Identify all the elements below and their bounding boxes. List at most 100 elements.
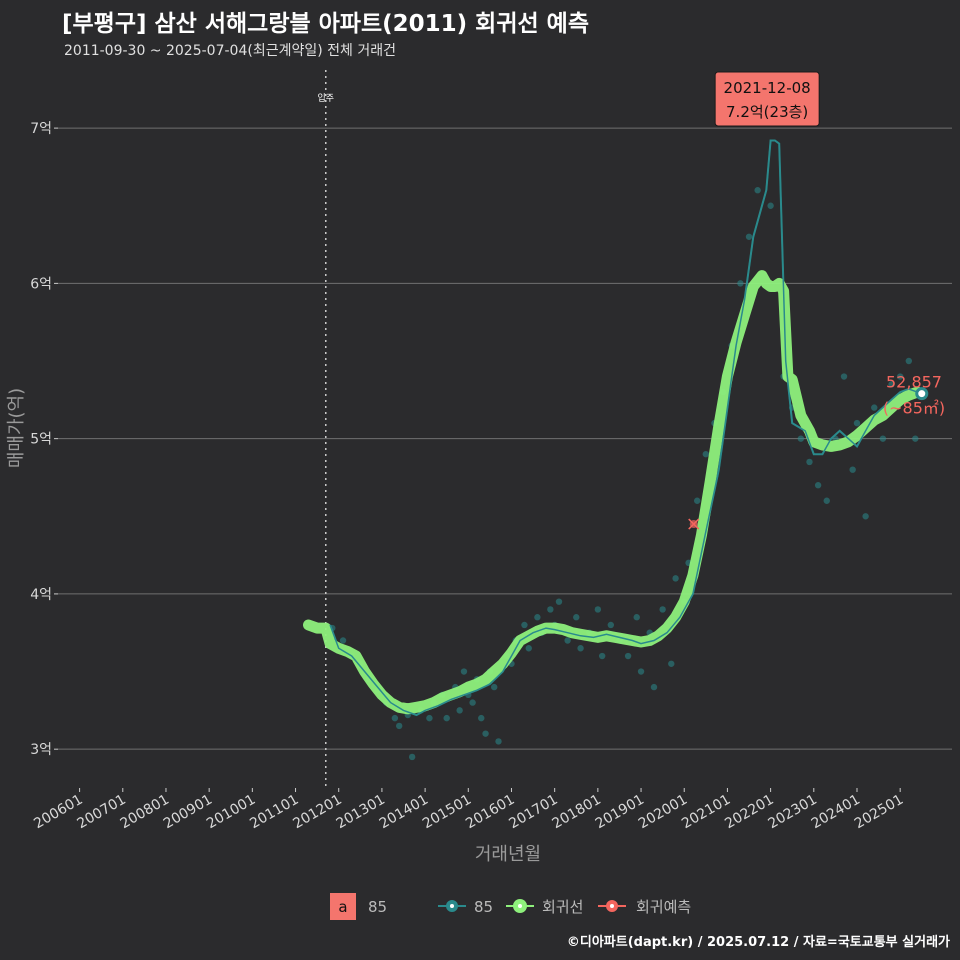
transaction-point bbox=[767, 202, 774, 209]
transaction-point bbox=[659, 606, 666, 613]
prediction-point bbox=[688, 518, 700, 530]
transaction-point bbox=[469, 699, 476, 706]
legend-box-label: 85 bbox=[368, 898, 387, 916]
move-in-label: 입주 bbox=[317, 92, 334, 104]
legend-prediction-dot-center bbox=[610, 904, 614, 908]
transaction-point bbox=[754, 187, 761, 194]
x-tick-label: 201901 bbox=[593, 792, 647, 833]
max-annotation-box bbox=[714, 71, 820, 127]
transaction-point bbox=[849, 466, 856, 473]
x-tick-label: 202001 bbox=[636, 792, 690, 833]
transaction-point bbox=[888, 381, 895, 388]
transaction-point bbox=[495, 738, 502, 745]
legend: a 85 85 회귀선 회귀예측 bbox=[330, 893, 691, 920]
transaction-point bbox=[853, 419, 861, 427]
x-tick-label: 201201 bbox=[290, 792, 344, 833]
series-line-85-overlay bbox=[329, 139, 923, 716]
x-tick-label: 201301 bbox=[334, 792, 388, 833]
last-area-label: (~85㎡) bbox=[883, 399, 945, 418]
x-tick-label: 202201 bbox=[722, 792, 776, 833]
x-tick-label: 202501 bbox=[852, 792, 906, 833]
y-tick-label: 3억 bbox=[30, 742, 52, 758]
x-tick-label: 201601 bbox=[463, 792, 517, 833]
transaction-point bbox=[823, 497, 830, 504]
transaction-point bbox=[702, 450, 710, 458]
transaction-point bbox=[525, 645, 532, 652]
legend-prediction-label: 회귀예측 bbox=[636, 898, 691, 916]
last-price-label: 52,857 bbox=[886, 373, 942, 392]
x-tick-label: 200901 bbox=[161, 792, 215, 833]
transaction-point bbox=[896, 373, 904, 380]
transaction-point bbox=[478, 714, 485, 722]
transaction-point bbox=[672, 575, 679, 582]
series-line-regression bbox=[303, 270, 923, 715]
transaction-point bbox=[426, 714, 433, 722]
grid-lines bbox=[58, 127, 952, 750]
max-annotation-date: 2021-12-08 bbox=[724, 79, 811, 97]
transaction-point bbox=[491, 683, 498, 691]
transaction-point bbox=[460, 668, 468, 675]
last-point bbox=[915, 387, 929, 401]
transaction-point bbox=[912, 435, 919, 442]
x-tick-label: 201401 bbox=[377, 792, 431, 833]
x-tick-label: 201701 bbox=[506, 792, 560, 833]
transaction-point bbox=[862, 513, 869, 520]
y-tick-label: 4억 bbox=[30, 587, 52, 603]
transaction-point bbox=[521, 621, 528, 629]
transaction-point bbox=[547, 606, 554, 613]
transaction-point bbox=[668, 660, 675, 667]
y-tick-label: 6억 bbox=[30, 276, 52, 292]
transaction-point bbox=[577, 645, 584, 652]
transaction-point bbox=[408, 753, 416, 761]
max-annotation-price: 7.2억(23층) bbox=[726, 103, 808, 121]
x-tick-label: 202401 bbox=[809, 792, 863, 833]
legend-line-85-label: 85 bbox=[474, 898, 493, 916]
transaction-point bbox=[814, 482, 822, 489]
transaction-point bbox=[840, 373, 848, 380]
x-tick-label: 200701 bbox=[74, 792, 128, 833]
transaction-point bbox=[905, 357, 913, 365]
y-tick-label: 7억 bbox=[30, 121, 52, 137]
transaction-point bbox=[806, 458, 813, 466]
page-subtitle: 2011-09-30 ~ 2025-07-04(최근계약일) 전체 거래건 bbox=[64, 43, 396, 59]
transaction-point bbox=[879, 435, 887, 442]
transaction-point bbox=[339, 637, 347, 644]
transaction-point bbox=[573, 614, 580, 621]
x-tick-label: 202101 bbox=[679, 792, 733, 833]
transaction-point bbox=[443, 714, 450, 722]
x-tick-label: 201801 bbox=[550, 792, 604, 833]
transaction-point bbox=[456, 707, 463, 714]
transaction-point bbox=[534, 614, 541, 621]
transaction-point bbox=[391, 714, 399, 722]
x-tick-label: 200601 bbox=[31, 792, 85, 833]
y-axis-title: 매매가(억) bbox=[6, 388, 27, 468]
series-line-85 bbox=[329, 139, 923, 717]
x-tick-label: 201501 bbox=[420, 792, 474, 833]
y-axis: 3억 4억 5억 6억 7억 bbox=[30, 121, 58, 758]
transaction-point bbox=[624, 652, 632, 660]
source-caption: ©디아파트(dapt.kr) / 2025.07.12 / 자료=국토교통부 실… bbox=[566, 935, 950, 950]
legend-line-85-dot-center bbox=[450, 904, 454, 908]
transaction-point bbox=[737, 280, 744, 287]
transaction-point bbox=[594, 606, 602, 613]
transaction-point bbox=[607, 621, 615, 629]
transaction-point bbox=[871, 404, 878, 411]
transaction-point bbox=[564, 637, 571, 644]
x-tick-label: 200801 bbox=[118, 792, 172, 833]
transaction-point bbox=[633, 614, 640, 621]
transaction-point bbox=[598, 652, 606, 660]
transaction-point bbox=[650, 683, 658, 691]
transaction-point bbox=[797, 435, 805, 442]
x-axis-title: 거래년월 bbox=[475, 844, 541, 865]
x-tick-label: 201001 bbox=[204, 792, 258, 833]
prediction-point-cross bbox=[688, 518, 700, 530]
transaction-points bbox=[329, 93, 919, 761]
x-tick-label: 202301 bbox=[766, 792, 820, 833]
legend-box-swatch bbox=[330, 893, 356, 920]
legend-box-letter: a bbox=[338, 898, 347, 916]
transaction-point bbox=[693, 497, 701, 504]
y-tick-label: 5억 bbox=[30, 432, 52, 448]
x-axis: 2006012007012008012009012010012011012012… bbox=[31, 788, 906, 832]
transaction-point bbox=[745, 233, 753, 240]
